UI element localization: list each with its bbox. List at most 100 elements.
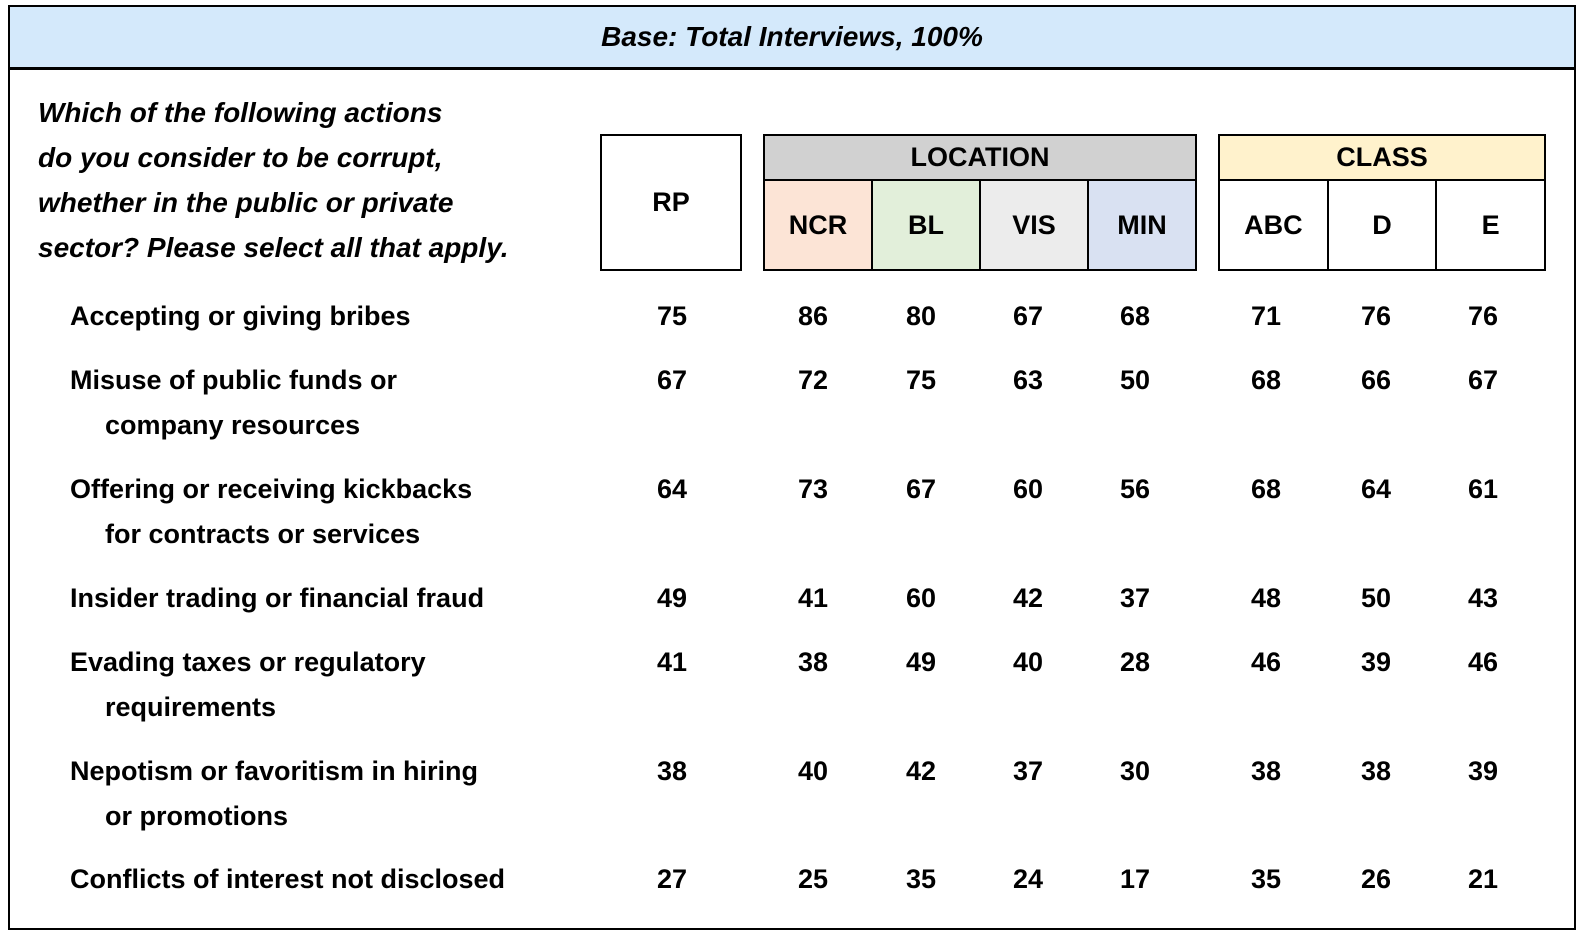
row-label-line1: Nepotism or favoritism in hiring bbox=[70, 756, 479, 786]
row-label-line1: Insider trading or financial fraud bbox=[70, 583, 485, 613]
table-row: Conflicts of interest not disclosed 27 2… bbox=[0, 857, 1586, 902]
column-header-d: D bbox=[1326, 181, 1436, 269]
row-label: Insider trading or financial fraud bbox=[70, 576, 590, 621]
cell-value: 67 bbox=[1467, 365, 1499, 395]
row-label: Offering or receiving kickbacks for cont… bbox=[70, 467, 590, 557]
table-row: Accepting or giving bribes 75 86 80 67 6… bbox=[0, 294, 1586, 339]
cell-value: 41 bbox=[797, 583, 829, 613]
cell-value: 56 bbox=[1119, 474, 1151, 504]
base-banner: Base: Total Interviews, 100% bbox=[10, 7, 1574, 70]
cell-value: 64 bbox=[656, 474, 688, 504]
cell-value: 35 bbox=[905, 864, 937, 894]
cell-value: 26 bbox=[1360, 864, 1392, 894]
cell-value: 38 bbox=[656, 756, 688, 786]
cell-value: 42 bbox=[1012, 583, 1044, 613]
cell-value: 75 bbox=[905, 365, 937, 395]
table-row: Nepotism or favoritism in hiring or prom… bbox=[0, 749, 1586, 839]
cell-value: 67 bbox=[656, 365, 688, 395]
base-banner-text: Base: Total Interviews, 100% bbox=[601, 21, 983, 52]
column-header-min: MIN bbox=[1087, 181, 1195, 269]
cell-value: 17 bbox=[1119, 864, 1151, 894]
cell-value: 46 bbox=[1467, 647, 1499, 677]
cell-value: 37 bbox=[1119, 583, 1151, 613]
cell-value: 27 bbox=[656, 864, 688, 894]
rp-label: RP bbox=[652, 187, 690, 217]
cell-value: 39 bbox=[1467, 756, 1499, 786]
cell-value: 61 bbox=[1467, 474, 1499, 504]
cell-value: 21 bbox=[1467, 864, 1499, 894]
column-header-abc: ABC bbox=[1220, 181, 1327, 269]
row-label-line1: Conflicts of interest not disclosed bbox=[70, 864, 506, 894]
cell-value: 28 bbox=[1119, 647, 1151, 677]
cell-value: 63 bbox=[1012, 365, 1044, 395]
row-label-line1: Misuse of public funds or bbox=[70, 365, 398, 395]
cell-value: 75 bbox=[656, 301, 688, 331]
cell-value: 60 bbox=[1012, 474, 1044, 504]
question-line: do you consider to be corrupt, bbox=[38, 142, 443, 173]
cell-value: 49 bbox=[656, 583, 688, 613]
column-header-ncr: NCR bbox=[765, 181, 871, 269]
cell-value: 49 bbox=[905, 647, 937, 677]
row-label: Accepting or giving bribes bbox=[70, 294, 590, 339]
row-label-line2: or promotions bbox=[105, 801, 288, 831]
cell-value: 41 bbox=[656, 647, 688, 677]
row-label-line1: Accepting or giving bribes bbox=[70, 301, 411, 331]
cell-value: 86 bbox=[797, 301, 829, 331]
class-header-group: CLASS ABC D E bbox=[1218, 134, 1546, 271]
cell-value: 60 bbox=[905, 583, 937, 613]
table-row: Misuse of public funds or company resour… bbox=[0, 358, 1586, 448]
question-line: whether in the public or private bbox=[38, 187, 454, 218]
class-columns: ABC D E bbox=[1220, 181, 1545, 269]
cell-value: 66 bbox=[1360, 365, 1392, 395]
row-label: Misuse of public funds or company resour… bbox=[70, 358, 590, 448]
cell-value: 30 bbox=[1119, 756, 1151, 786]
cell-value: 40 bbox=[1012, 647, 1044, 677]
location-columns: NCR BL VIS MIN bbox=[765, 181, 1195, 269]
cell-value: 38 bbox=[1250, 756, 1282, 786]
cell-value: 67 bbox=[905, 474, 937, 504]
cell-value: 25 bbox=[797, 864, 829, 894]
row-label-line2: company resources bbox=[105, 410, 361, 440]
cell-value: 71 bbox=[1250, 301, 1282, 331]
cell-value: 42 bbox=[905, 756, 937, 786]
cell-value: 48 bbox=[1250, 583, 1282, 613]
row-label: Evading taxes or regulatory requirements bbox=[70, 640, 590, 730]
cell-value: 76 bbox=[1360, 301, 1392, 331]
cell-value: 24 bbox=[1012, 864, 1044, 894]
cell-value: 72 bbox=[797, 365, 829, 395]
cell-value: 37 bbox=[1012, 756, 1044, 786]
cell-value: 80 bbox=[905, 301, 937, 331]
cell-value: 40 bbox=[797, 756, 829, 786]
column-header-vis: VIS bbox=[979, 181, 1087, 269]
cell-value: 38 bbox=[1360, 756, 1392, 786]
cell-value: 76 bbox=[1467, 301, 1499, 331]
cell-value: 68 bbox=[1119, 301, 1151, 331]
table-row: Insider trading or financial fraud 49 41… bbox=[0, 576, 1586, 621]
row-label-line2: requirements bbox=[105, 692, 277, 722]
location-header-group: LOCATION NCR BL VIS MIN bbox=[763, 134, 1197, 271]
row-label-line1: Evading taxes or regulatory bbox=[70, 647, 426, 677]
cell-value: 35 bbox=[1250, 864, 1282, 894]
question-line: sector? Please select all that apply. bbox=[38, 232, 509, 263]
column-header-e: E bbox=[1435, 181, 1545, 269]
cell-value: 67 bbox=[1012, 301, 1044, 331]
cell-value: 64 bbox=[1360, 474, 1392, 504]
cell-value: 38 bbox=[797, 647, 829, 677]
question-text: Which of the following actions do you co… bbox=[38, 90, 578, 270]
cell-value: 43 bbox=[1467, 583, 1499, 613]
cell-value: 68 bbox=[1250, 365, 1282, 395]
location-group-label: LOCATION bbox=[765, 136, 1195, 181]
row-label-line1: Offering or receiving kickbacks bbox=[70, 474, 473, 504]
table-row: Offering or receiving kickbacks for cont… bbox=[0, 467, 1586, 557]
cell-value: 50 bbox=[1360, 583, 1392, 613]
row-label-line2: for contracts or services bbox=[105, 519, 421, 549]
table-row: Evading taxes or regulatory requirements… bbox=[0, 640, 1586, 730]
column-header-bl: BL bbox=[871, 181, 979, 269]
cell-value: 73 bbox=[797, 474, 829, 504]
cell-value: 46 bbox=[1250, 647, 1282, 677]
cell-value: 39 bbox=[1360, 647, 1392, 677]
cell-value: 68 bbox=[1250, 474, 1282, 504]
cell-value: 50 bbox=[1119, 365, 1151, 395]
question-line: Which of the following actions bbox=[38, 97, 443, 128]
